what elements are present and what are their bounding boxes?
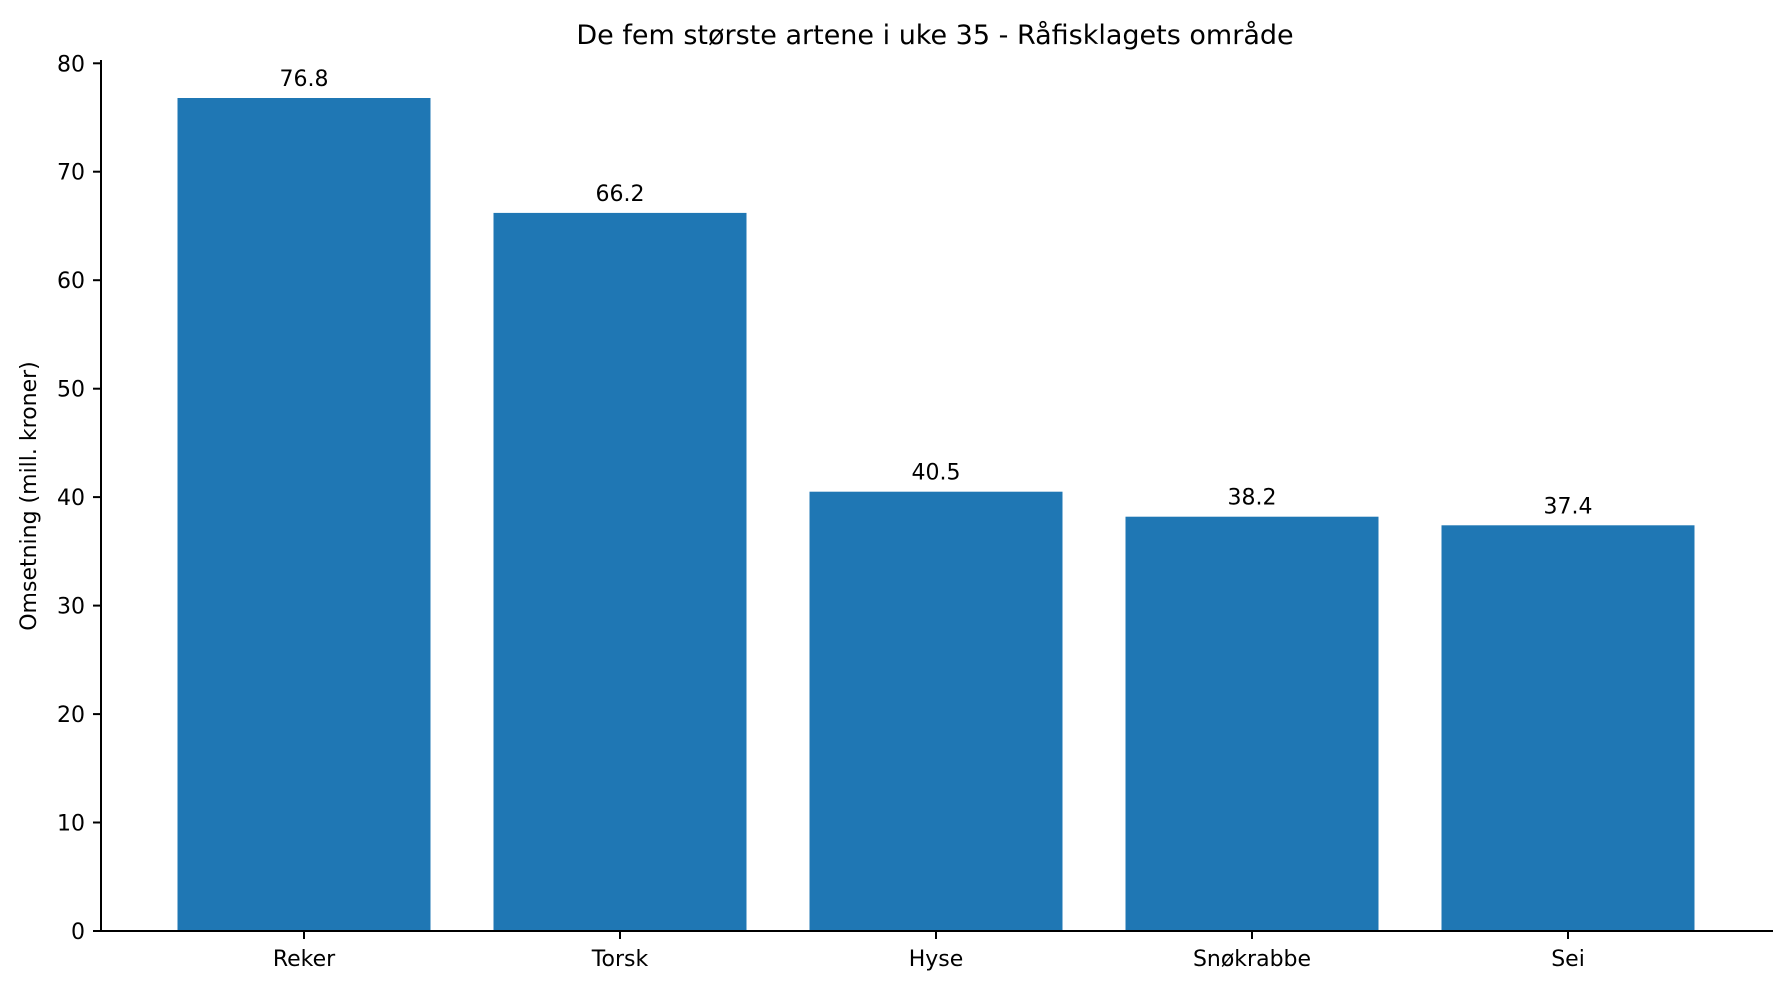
value-label: 40.5	[912, 461, 961, 486]
x-tick-label: Hyse	[909, 947, 964, 972]
y-tick-label: 50	[57, 378, 85, 403]
y-axis-label: Omsetning (mill. kroner)	[17, 361, 42, 631]
y-tick-label: 40	[57, 486, 85, 511]
y-tick-label: 60	[57, 269, 85, 294]
x-tick-label: Sei	[1551, 947, 1585, 972]
bar-torsk	[493, 212, 747, 931]
value-labels-layer: 76.8 66.2 40.5 38.2 37.4	[280, 67, 1593, 519]
y-tick-label: 80	[57, 52, 85, 77]
y-axis-ticks: 0 10 20 30 40 50 60 70 80	[57, 52, 101, 945]
y-tick-label: 30	[57, 595, 85, 620]
y-tick-label: 0	[71, 920, 85, 945]
value-label: 37.4	[1544, 494, 1593, 519]
bar-hyse	[809, 491, 1063, 931]
x-axis-ticks: Reker Torsk Hyse Snøkrabbe Sei	[273, 931, 1585, 972]
chart-title: De fem største artene i uke 35 - Råfiskl…	[576, 20, 1293, 51]
bar-sei	[1441, 525, 1695, 931]
bars-layer	[177, 98, 1695, 931]
bar-reker	[177, 98, 431, 931]
x-tick-label: Reker	[273, 947, 336, 972]
value-label: 66.2	[596, 182, 645, 207]
y-tick-label: 10	[57, 812, 85, 837]
y-tick-label: 20	[57, 703, 85, 728]
x-tick-label: Snøkrabbe	[1193, 947, 1311, 972]
y-tick-label: 70	[57, 161, 85, 186]
value-label: 38.2	[1228, 486, 1277, 511]
x-tick-label: Torsk	[591, 947, 649, 972]
bar-snøkrabbe	[1125, 516, 1379, 931]
value-label: 76.8	[280, 67, 329, 92]
